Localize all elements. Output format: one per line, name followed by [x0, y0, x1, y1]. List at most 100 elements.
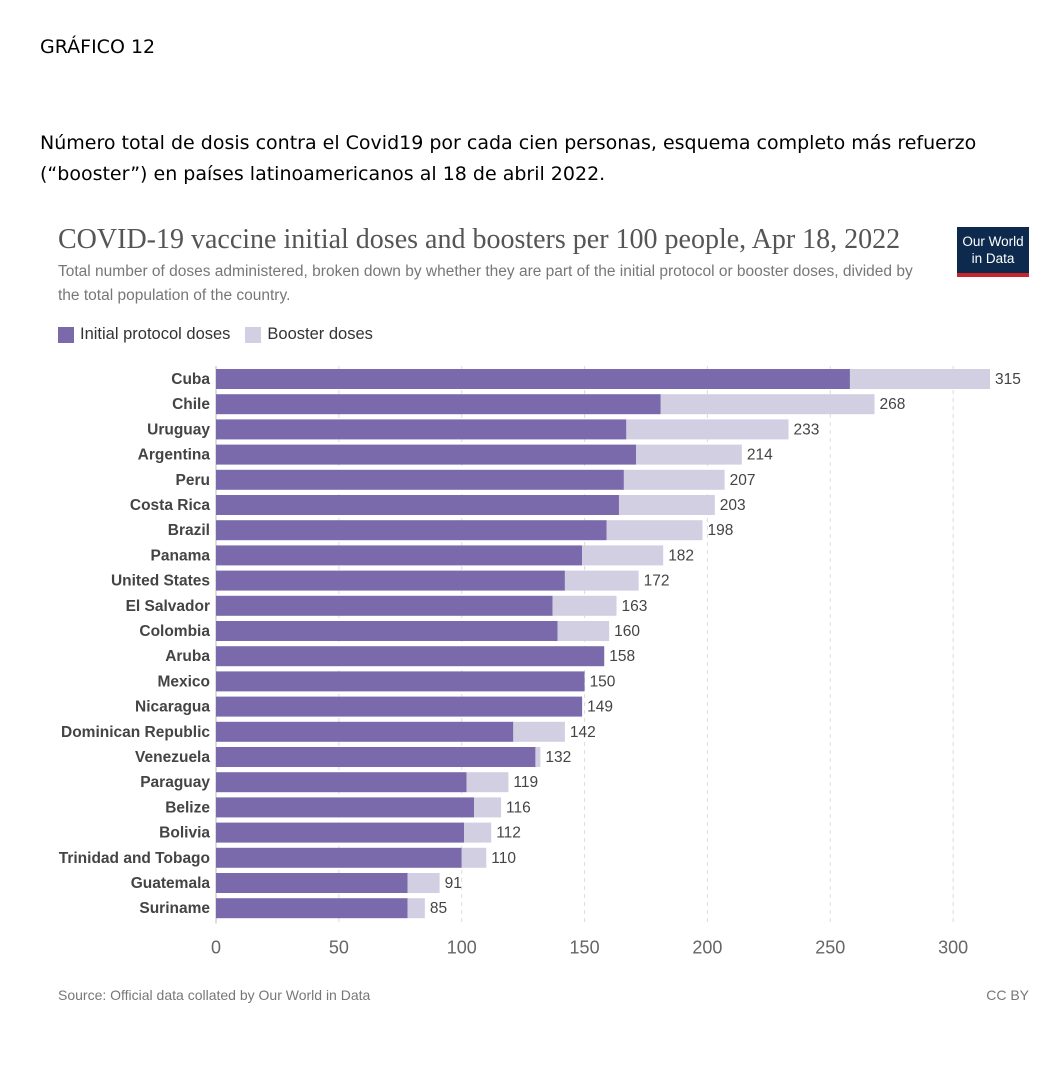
- bar-initial-argentina: [216, 444, 637, 465]
- x-tick-label: 100: [447, 937, 477, 957]
- category-label: Nicaragua: [135, 699, 210, 716]
- category-label: Costa Rica: [130, 497, 210, 514]
- bar-booster-bolivia: [464, 822, 492, 843]
- bar-booster-argentina: [636, 444, 742, 465]
- bar-initial-united-states: [216, 570, 565, 591]
- x-tick-label: 150: [570, 937, 600, 957]
- category-label: Brazil: [168, 522, 210, 539]
- category-label: Guatemala: [131, 875, 211, 892]
- bar-initial-cuba: [216, 369, 850, 389]
- license-label[interactable]: CC BY: [986, 987, 1029, 1003]
- source-note: Source: Official data collated by Our Wo…: [58, 987, 371, 1003]
- legend-label-initial: Initial protocol doses: [80, 325, 231, 343]
- legend-label-booster: Booster doses: [267, 325, 373, 343]
- bar-booster-venezuela: [535, 747, 541, 767]
- legend-swatch-initial: [58, 326, 74, 343]
- bar-booster-el-salvador: [552, 595, 617, 616]
- bar-initial-chile: [216, 394, 661, 415]
- bar-booster-dominican-republic: [513, 721, 565, 742]
- bar-initial-guatemala: [216, 873, 408, 893]
- category-label: Dominican Republic: [61, 724, 210, 741]
- bar-booster-costa-rica: [618, 495, 715, 515]
- chart-subtitle: Total number of doses administered, brok…: [58, 263, 913, 304]
- bar-booster-colombia: [557, 621, 610, 641]
- legend-swatch-booster: [245, 326, 262, 343]
- bar-initial-suriname: [216, 898, 408, 919]
- category-label: Mexico: [157, 673, 210, 690]
- category-label: El Salvador: [126, 598, 210, 615]
- bar-initial-costa-rica: [216, 495, 619, 515]
- value-label: 132: [545, 749, 571, 766]
- value-label: 110: [491, 850, 516, 867]
- value-label: 160: [614, 623, 640, 640]
- value-label: 198: [708, 522, 734, 539]
- value-label: 142: [570, 724, 596, 741]
- bar-booster-uruguay: [626, 419, 789, 440]
- bar-initial-venezuela: [216, 747, 536, 767]
- category-label: Venezuela: [135, 749, 210, 766]
- chart-title: COVID-19 vaccine initial doses and boost…: [58, 224, 901, 255]
- category-label: Uruguay: [147, 421, 210, 438]
- bar-initial-colombia: [216, 621, 558, 641]
- bar-booster-suriname: [407, 898, 425, 919]
- value-label: 182: [668, 547, 694, 564]
- bar-booster-paraguay: [466, 772, 509, 793]
- value-label: 91: [445, 875, 462, 892]
- category-label: Colombia: [139, 623, 210, 640]
- x-tick-label: 300: [938, 937, 968, 957]
- x-tick-label: 250: [815, 937, 845, 957]
- value-label: 233: [794, 421, 820, 438]
- value-label: 268: [880, 396, 906, 413]
- value-label: 112: [496, 825, 521, 842]
- bar-initial-bolivia: [216, 822, 465, 843]
- logo-line-1: Our World: [962, 234, 1024, 249]
- bar-booster-peru: [623, 469, 725, 490]
- bar-initial-aruba: [216, 646, 605, 667]
- bar-booster-chile: [660, 394, 875, 415]
- bar-booster-panama: [582, 545, 664, 566]
- value-label: 85: [430, 900, 447, 917]
- figure-label: GRÁFICO 12: [40, 36, 156, 58]
- category-label: Cuba: [171, 371, 210, 388]
- x-tick-label: 50: [329, 937, 349, 957]
- bar-initial-mexico: [216, 671, 585, 692]
- category-label: Bolivia: [159, 825, 210, 842]
- category-label: Paraguay: [140, 774, 210, 791]
- bar-booster-united-states: [564, 570, 639, 591]
- bar-booster-trinidad-and-tobago: [461, 847, 487, 868]
- legend-item-booster[interactable]: Booster doses: [245, 325, 373, 344]
- bar-initial-belize: [216, 797, 474, 818]
- value-label: 315: [995, 371, 1021, 388]
- value-label: 172: [644, 573, 670, 590]
- category-label: Trinidad and Tobago: [59, 850, 210, 867]
- category-label: Belize: [165, 799, 210, 816]
- figure-caption: Número total de dosis contra el Covid19 …: [40, 132, 977, 185]
- bar-initial-brazil: [216, 520, 607, 541]
- bar-initial-peru: [216, 469, 624, 490]
- value-label: 163: [622, 598, 648, 615]
- bar-booster-belize: [474, 797, 502, 818]
- bar-initial-dominican-republic: [216, 721, 514, 742]
- value-label: 116: [506, 799, 531, 816]
- bar-initial-trinidad-and-tobago: [216, 847, 462, 868]
- category-label: Argentina: [138, 447, 211, 464]
- category-label: Aruba: [165, 648, 210, 665]
- bar-booster-guatemala: [407, 873, 440, 893]
- legend-item-initial[interactable]: Initial protocol doses: [58, 325, 230, 344]
- value-label: 149: [587, 699, 613, 716]
- value-label: 150: [590, 673, 616, 690]
- value-label: 207: [730, 472, 756, 489]
- our-world-in-data-logo[interactable]: Our World in Data: [957, 227, 1029, 277]
- x-tick-label: 200: [692, 937, 722, 957]
- bar-initial-uruguay: [216, 419, 627, 440]
- bar-initial-paraguay: [216, 772, 467, 793]
- category-label: Peru: [176, 472, 210, 489]
- bar-initial-nicaragua: [216, 696, 583, 717]
- x-tick-label: 0: [211, 937, 221, 957]
- category-label: Panama: [151, 547, 211, 564]
- logo-line-2: in Data: [971, 251, 1015, 266]
- value-label: 119: [513, 774, 538, 791]
- bar-initial-el-salvador: [216, 595, 553, 616]
- bar-booster-brazil: [606, 520, 703, 541]
- category-label: Chile: [172, 396, 210, 413]
